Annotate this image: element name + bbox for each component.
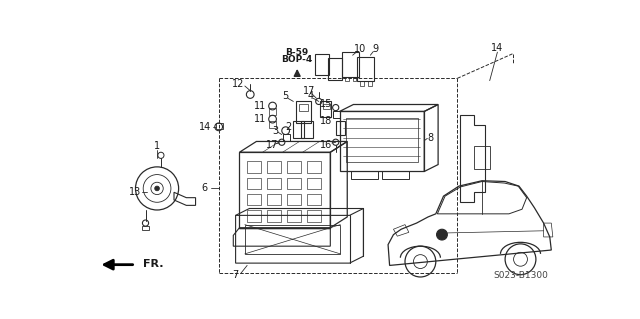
Text: 9: 9: [372, 44, 379, 54]
Text: 16: 16: [321, 139, 333, 150]
Bar: [323, 105, 330, 109]
Bar: [283, 134, 291, 141]
Text: 13: 13: [129, 187, 141, 197]
Text: B-59: B-59: [285, 48, 309, 57]
Circle shape: [155, 186, 159, 191]
Bar: [333, 111, 340, 118]
Bar: [307, 161, 321, 173]
Bar: [328, 58, 342, 80]
Bar: [474, 146, 490, 169]
Text: FR.: FR.: [143, 259, 164, 269]
Text: 5: 5: [282, 91, 289, 101]
Bar: [267, 178, 281, 189]
Text: 6: 6: [202, 183, 208, 193]
Bar: [353, 77, 356, 81]
Text: 14: 14: [198, 122, 211, 132]
Bar: [299, 105, 308, 111]
Bar: [287, 178, 301, 189]
Bar: [287, 161, 301, 173]
Text: 17: 17: [303, 85, 316, 96]
Bar: [287, 210, 301, 221]
Text: 10: 10: [354, 44, 367, 54]
Bar: [301, 122, 314, 138]
Text: 11: 11: [254, 114, 266, 124]
Text: 18: 18: [321, 116, 333, 126]
Text: 4: 4: [308, 91, 314, 101]
Bar: [368, 81, 372, 86]
Text: BOP-4: BOP-4: [282, 55, 313, 63]
Text: 15: 15: [320, 99, 333, 109]
Text: 2: 2: [285, 122, 291, 132]
Bar: [336, 122, 345, 135]
Bar: [267, 161, 281, 173]
Bar: [307, 178, 321, 189]
Bar: [269, 108, 276, 115]
Bar: [287, 194, 301, 205]
Bar: [143, 226, 148, 230]
Bar: [247, 194, 261, 205]
Text: 3: 3: [273, 126, 278, 136]
Bar: [346, 118, 418, 162]
Text: 1: 1: [154, 141, 160, 151]
Bar: [247, 161, 261, 173]
Bar: [267, 194, 281, 205]
Bar: [247, 210, 261, 221]
Bar: [360, 81, 364, 86]
Bar: [320, 101, 331, 117]
Text: 11: 11: [254, 101, 266, 111]
Bar: [296, 101, 311, 123]
Bar: [307, 194, 321, 205]
Circle shape: [436, 229, 447, 240]
Text: 7: 7: [232, 271, 239, 280]
Text: 17: 17: [266, 139, 279, 150]
Bar: [345, 77, 349, 81]
Bar: [315, 54, 329, 75]
Text: 12: 12: [232, 79, 244, 90]
Bar: [269, 122, 276, 128]
Bar: [307, 210, 321, 221]
Text: 8: 8: [428, 133, 433, 143]
Text: S023-B1300: S023-B1300: [493, 271, 548, 280]
Bar: [357, 57, 374, 81]
Bar: [342, 52, 359, 77]
Text: 14: 14: [492, 42, 504, 53]
Bar: [216, 123, 223, 129]
Bar: [293, 122, 304, 138]
Bar: [247, 178, 261, 189]
Bar: [267, 210, 281, 221]
